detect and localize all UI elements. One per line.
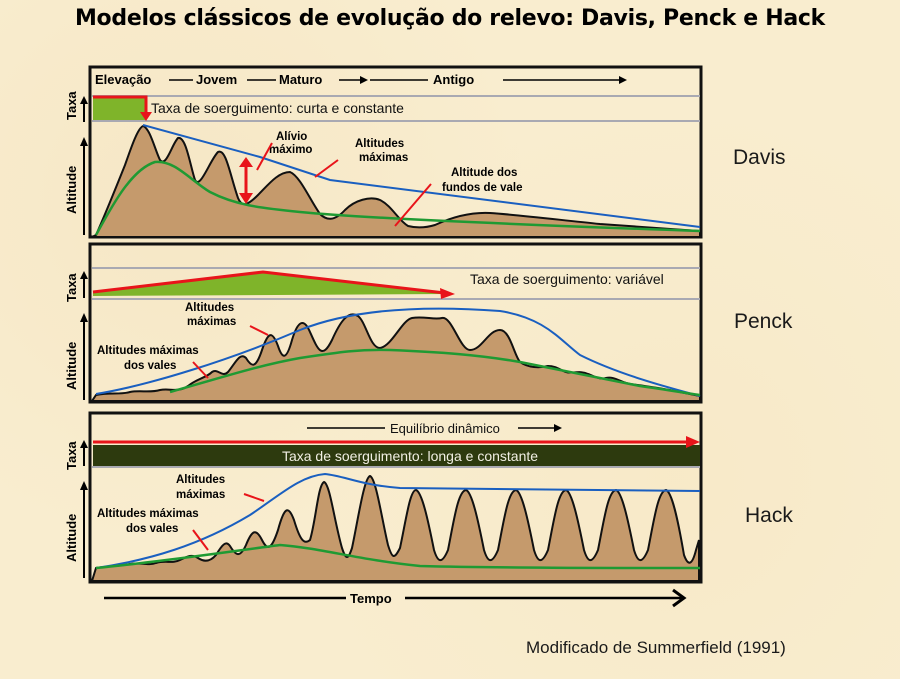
stage-antigo: Antigo <box>433 72 474 87</box>
annot-valley-2: dos vales <box>126 523 178 535</box>
arrow-up-icon <box>80 440 88 448</box>
penck-max-altitude-line <box>95 307 701 397</box>
hack-uplift-fill <box>93 445 700 466</box>
rate-axis-label: Taxa <box>64 91 79 120</box>
penck-panel: Taxa de soerguimento: variável Altitudes… <box>88 242 703 404</box>
altitude-axis-label: Altitude <box>64 342 79 390</box>
arrow-up-icon <box>80 137 88 146</box>
hack-terrain <box>90 474 700 582</box>
arrow-up-icon <box>80 96 88 104</box>
annot-valley-2: fundos de vale <box>442 182 523 194</box>
davis-valley-line <box>94 160 701 236</box>
annot-valley-1: Altitude dos <box>451 167 517 179</box>
hack-panel: Equilíbrio dinâmico Taxa de soerguimento… <box>88 411 703 584</box>
annot-relief-2: máximo <box>269 144 312 156</box>
penck-valley-line <box>169 348 701 397</box>
rate-axis-label: Taxa <box>64 273 79 302</box>
source-credit: Modificado de Summerfield (1991) <box>526 638 786 657</box>
annot-relief-1: Alívio <box>276 131 307 143</box>
uplift-end-arrow-icon <box>440 288 455 299</box>
arrow-up-icon <box>80 271 88 279</box>
penck-terrain <box>90 313 701 402</box>
davis-uplift-label: Taxa de soerguimento: curta e constante <box>151 100 404 116</box>
uplift-stop-arrow-icon <box>140 112 152 121</box>
annot-valley-2: dos vales <box>124 360 176 372</box>
stage-elevacao: Elevação <box>95 72 151 87</box>
relief-arrow-down-icon <box>239 193 253 204</box>
davis-uplift-fill <box>93 98 146 120</box>
page-title: Modelos clássicos de evolução do relevo:… <box>74 6 826 31</box>
davis-terrain <box>91 124 701 238</box>
altitude-axis-label: Altitude <box>64 166 79 214</box>
axis-labels: Taxa Altitude Taxa Altitude Taxa Altitud… <box>64 91 687 608</box>
model-label-davis: Davis <box>733 146 786 169</box>
davis-max-altitude-line <box>142 124 701 228</box>
rate-axis-label: Taxa <box>64 441 79 470</box>
hack-valley-line <box>95 543 701 570</box>
penck-uplift-fill <box>93 272 448 296</box>
relief-arrow-up-icon <box>239 157 253 167</box>
annot-valley-1: Altitudes máximas <box>97 345 199 357</box>
time-arrow-icon <box>672 588 687 608</box>
hack-uplift-label: Taxa de soerguimento: longa e constante <box>282 448 538 464</box>
altitude-axis-label: Altitude <box>64 514 79 562</box>
annot-max-alt-1: Altitudes <box>185 302 234 314</box>
penck-uplift-label: Taxa de soerguimento: variável <box>470 271 664 287</box>
equilibrium-label: Equilíbrio dinâmico <box>390 421 500 436</box>
annot-valley-1: Altitudes máximas <box>97 508 199 520</box>
model-label-penck: Penck <box>734 310 793 333</box>
model-label-hack: Hack <box>745 504 793 527</box>
arrow-up-icon <box>80 481 88 490</box>
stage-maturo: Maturo <box>279 72 322 87</box>
annot-max-alt-2: máximas <box>187 316 236 328</box>
annot-max-alt-2: máximas <box>359 152 408 164</box>
time-axis-label: Tempo <box>350 591 392 606</box>
annot-max-alt-2: máximas <box>176 489 225 501</box>
uplift-arrow-right-icon <box>686 436 700 448</box>
annot-max-alt-1: Altitudes <box>176 474 225 486</box>
annot-max-alt-1: Altitudes <box>355 138 404 150</box>
stage-jovem: Jovem <box>196 72 237 87</box>
davis-panel: Elevação Jovem Maturo Antigo Taxa de soe… <box>88 65 703 239</box>
arrow-up-icon <box>80 313 88 322</box>
